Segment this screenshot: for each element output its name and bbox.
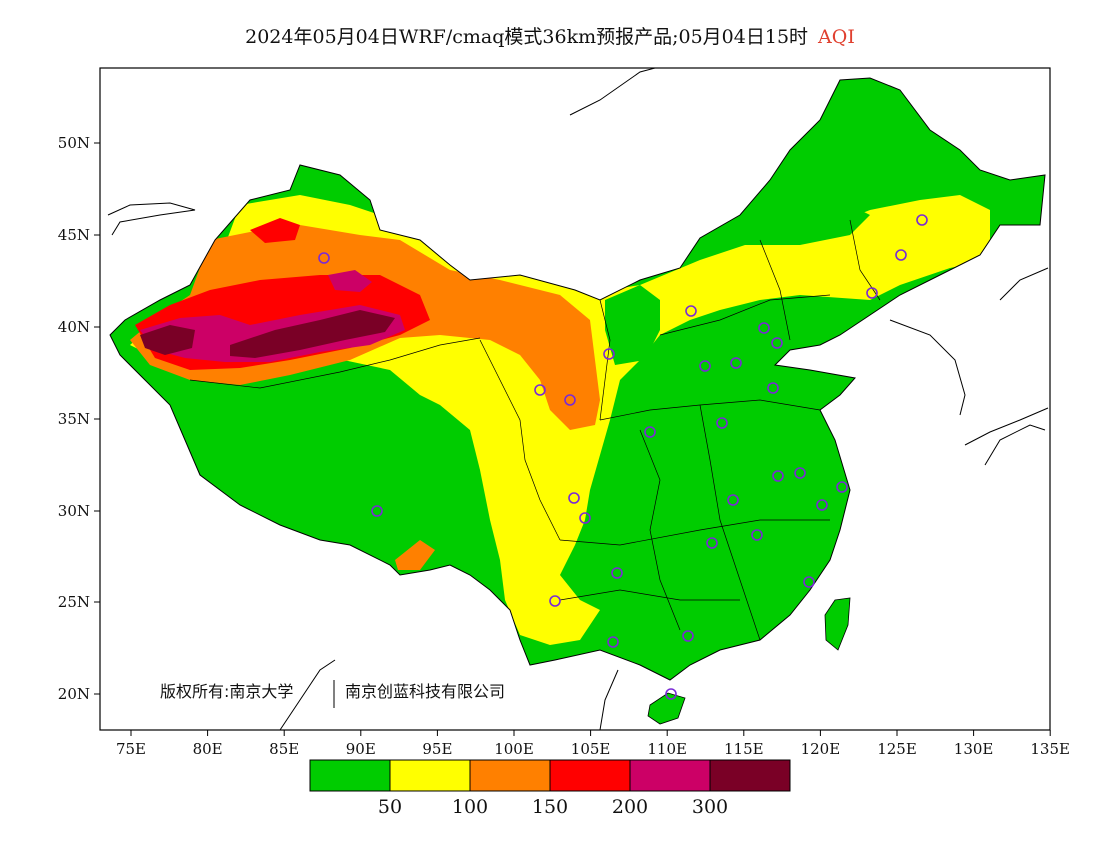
lon-tick-label: 100E: [494, 740, 534, 758]
legend-swatch: [629, 759, 711, 792]
aqi-field-unhealthy-north: [250, 218, 300, 243]
lon-tick-label: 110E: [647, 740, 687, 758]
city-marker: [611, 567, 623, 579]
city-marker: [836, 481, 848, 493]
city-marker: [607, 636, 619, 648]
lat-tick-label: 35N: [58, 410, 90, 428]
city-marker: [794, 467, 806, 479]
copyright-text-1: 版权所有:南京大学: [160, 682, 293, 701]
city-marker: [771, 337, 783, 349]
city-marker: [706, 537, 718, 549]
lon-tick-label: 105E: [571, 740, 611, 758]
city-marker: [730, 357, 742, 369]
lat-tick-label: 25N: [58, 593, 90, 611]
legend-swatch: [309, 759, 391, 792]
lon-tick-label: 75E: [116, 740, 146, 758]
legend-label: 300: [692, 796, 728, 818]
aqi-field-good-west: [190, 375, 480, 560]
city-marker: [579, 512, 591, 524]
city-marker: [568, 492, 580, 504]
lat-tick-label: 20N: [58, 685, 90, 703]
city-marker: [685, 305, 697, 317]
taiwan-island: [824, 597, 851, 651]
lon-tick-label: 80E: [193, 740, 223, 758]
title-aqi-tag: AQI: [818, 26, 855, 48]
city-marker: [682, 630, 694, 642]
city-marker: [665, 688, 677, 700]
hainan-island: [647, 692, 686, 725]
city-marker: [895, 249, 907, 261]
lat-tick-label: 40N: [58, 318, 90, 336]
legend-swatch: [709, 759, 791, 792]
map-frame: [99, 67, 1051, 731]
legend-swatch: [469, 759, 551, 792]
legend-label: 50: [378, 796, 402, 818]
lon-tick-label: 90E: [346, 740, 376, 758]
lat-tick-label: 50N: [58, 134, 90, 152]
city-marker: [564, 394, 576, 406]
city-marker: [371, 505, 383, 517]
lon-tick-label: 130E: [954, 740, 994, 758]
city-marker: [603, 348, 615, 360]
legend-label: 150: [532, 796, 568, 818]
city-marker: [772, 470, 784, 482]
aqi-field-sensitive-south: [395, 540, 435, 570]
aqi-legend: 50 100 150 200 300: [309, 759, 791, 818]
province-borders: [189, 219, 881, 641]
china-border: [109, 77, 1046, 681]
figure-title: 2024年05月04日WRF/cmaq模式36km预报产品;05月04日15时 A…: [0, 22, 1100, 49]
city-marker: [816, 499, 828, 511]
city-marker: [534, 384, 546, 396]
city-marker: [699, 360, 711, 372]
city-marker: [727, 494, 739, 506]
neighbor-outlines: [107, 68, 1049, 730]
longitude-axis: 75E 80E 85E 90E 95E 100E 105E 110E 115E 120E 125E 1…: [116, 730, 1070, 758]
lon-tick-label: 120E: [801, 740, 841, 758]
legend-label: 200: [612, 796, 648, 818]
aqi-field-hazardous: [140, 325, 195, 355]
city-marker: [318, 252, 330, 264]
city-marker: [644, 426, 656, 438]
legend-label: 100: [452, 796, 488, 818]
lat-tick-label: 45N: [58, 226, 90, 244]
latitude-axis: 50N 45N 40N 35N 30N 25N 20N: [58, 134, 100, 703]
city-marker: [767, 382, 779, 394]
aqi-field-good-northeast: [730, 205, 870, 245]
city-marker: [916, 214, 928, 226]
aqi-field-hazardous-band: [230, 310, 395, 358]
legend-swatch: [389, 759, 471, 792]
city-marker: [758, 322, 770, 334]
lat-tick-label: 30N: [58, 502, 90, 520]
city-markers: [318, 214, 928, 700]
aqi-field-very-unhealthy-north: [328, 270, 372, 292]
lon-tick-label: 85E: [269, 740, 299, 758]
city-marker: [803, 576, 815, 588]
city-marker: [751, 529, 763, 541]
aqi-field-good-north: [605, 285, 660, 365]
lon-tick-label: 135E: [1030, 740, 1070, 758]
city-marker: [549, 595, 561, 607]
lon-tick-label: 115E: [724, 740, 764, 758]
city-marker: [866, 287, 878, 299]
lon-tick-label: 125E: [877, 740, 917, 758]
city-marker: [716, 417, 728, 429]
title-text: 2024年05月04日WRF/cmaq模式36km预报产品;05月04日15时: [245, 26, 809, 48]
legend-swatch: [549, 759, 631, 792]
lon-tick-label: 95E: [422, 740, 452, 758]
copyright-text-2: 南京创蓝科技有限公司: [345, 682, 505, 701]
